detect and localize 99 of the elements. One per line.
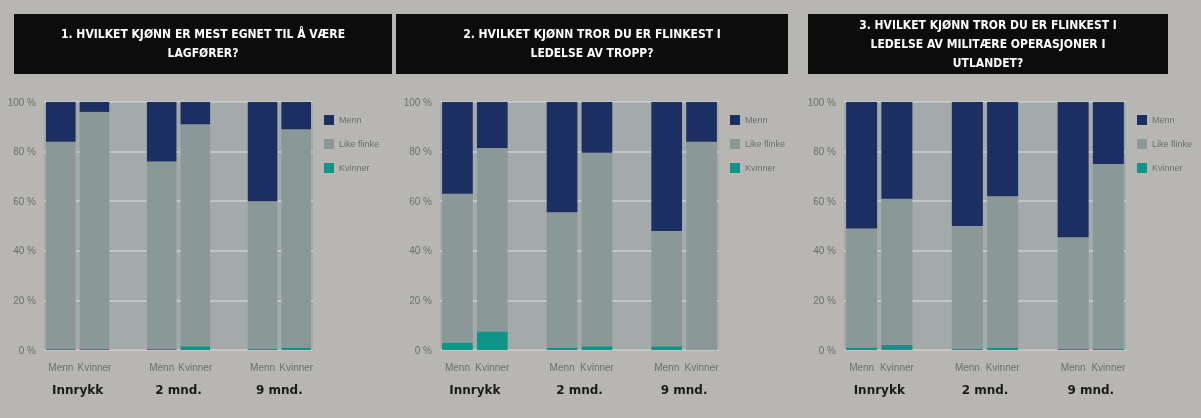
bar <box>247 201 278 349</box>
text: Innrykk <box>449 383 502 397</box>
text: 2 mnd. <box>556 383 603 397</box>
y-tick-label: 100 % <box>403 96 433 108</box>
y-tick-label: 80 % <box>813 146 837 158</box>
bar <box>987 196 1019 348</box>
bar <box>180 124 211 347</box>
y-tick-label: 100 % <box>807 96 837 108</box>
bar <box>476 102 508 148</box>
legend-label: Like flinke <box>1151 139 1193 149</box>
bar <box>546 102 578 213</box>
x-tick-label: Menn <box>954 361 980 373</box>
bar <box>79 102 110 112</box>
bar <box>1057 102 1089 238</box>
x-tick-label: Menn <box>1060 361 1086 373</box>
legend-label: Kvinner <box>744 163 776 173</box>
bar <box>846 228 878 348</box>
bar <box>281 102 311 130</box>
bar <box>146 161 177 349</box>
x-tick-label: Menn <box>849 361 875 373</box>
chart-title: 2. HVILKET KJØNN TROR DU ER FLINKEST I LEDELSE AV TROPP? <box>396 14 788 74</box>
legend-label: Like flinke <box>744 139 786 149</box>
text: 9 mnd. <box>1067 383 1115 397</box>
y-tick-label: 100 % <box>7 96 37 108</box>
x-tick-label: Kvinner <box>985 361 1021 373</box>
bar <box>881 198 913 346</box>
x-tick-label: Kvinner <box>579 361 615 373</box>
bar <box>581 102 613 153</box>
bar <box>247 102 278 202</box>
bar <box>46 102 76 142</box>
bar <box>651 230 683 347</box>
bar <box>1092 102 1124 164</box>
y-tick-label: 20 % <box>409 294 433 306</box>
bar <box>1057 237 1089 349</box>
bar <box>951 226 983 349</box>
bar <box>442 193 473 343</box>
x-tick-label: Menn <box>654 361 680 373</box>
y-tick-label: 20 % <box>13 294 37 306</box>
legend-label: Menn <box>1151 115 1175 125</box>
y-tick-label: 0 % <box>18 344 37 356</box>
bar <box>442 342 473 350</box>
y-tick-label: 40 % <box>13 245 37 257</box>
bar <box>651 346 683 350</box>
text: Innrykk <box>853 383 906 397</box>
bar <box>546 212 578 348</box>
text: 9 mnd. <box>256 383 303 397</box>
legend-label: Like flinke <box>338 139 380 149</box>
y-tick-label: 20 % <box>813 294 837 306</box>
y-tick-label: 60 % <box>13 195 37 207</box>
x-tick-label: Menn <box>250 361 276 373</box>
bar <box>651 102 683 231</box>
bar <box>79 111 110 349</box>
bar <box>180 102 211 125</box>
bar <box>686 141 717 350</box>
y-tick-label: 0 % <box>414 344 433 356</box>
y-tick-label: 60 % <box>409 195 433 207</box>
bar <box>146 102 177 162</box>
x-tick-label: Kvinner <box>684 361 720 373</box>
legend-label: Kvinner <box>338 163 370 173</box>
x-tick-label: Menn <box>48 361 74 373</box>
text: 9 mnd. <box>660 383 708 397</box>
text: 2 mnd. <box>155 383 202 397</box>
x-tick-label: Menn <box>149 361 175 373</box>
text: Innrykk <box>51 383 105 397</box>
x-tick-label: Kvinner <box>178 361 213 373</box>
legend-label: Menn <box>744 115 768 125</box>
chart-title: 1. HVILKET KJØNN ER MEST EGNET TIL Å VÆRE LAGFØRER? <box>14 14 392 74</box>
y-tick-label: 40 % <box>813 245 837 257</box>
bar <box>1092 164 1124 349</box>
y-tick-label: 0 % <box>818 344 837 356</box>
bar <box>881 102 913 199</box>
bar <box>846 102 878 229</box>
x-tick-label: Kvinner <box>279 361 314 373</box>
bar <box>442 102 473 194</box>
bar <box>881 345 913 350</box>
x-tick-label: Kvinner <box>475 361 510 373</box>
x-tick-label: Kvinner <box>1091 361 1126 373</box>
legend-label: Menn <box>338 115 362 125</box>
bar <box>581 152 613 347</box>
bar <box>180 346 211 350</box>
bar <box>476 331 508 350</box>
y-tick-label: 80 % <box>13 146 37 158</box>
y-tick-label: 60 % <box>813 195 837 207</box>
x-tick-label: Menn <box>444 361 470 373</box>
y-tick-label: 80 % <box>409 146 433 158</box>
bar <box>476 147 508 332</box>
x-tick-label: Kvinner <box>879 361 915 373</box>
bar <box>686 102 717 142</box>
bar <box>987 102 1019 197</box>
x-tick-label: Menn <box>549 361 575 373</box>
text: 2 mnd. <box>961 383 1009 397</box>
bar <box>951 102 983 226</box>
y-tick-label: 40 % <box>409 245 433 257</box>
x-tick-label: Kvinner <box>77 361 113 373</box>
legend-label: Kvinner <box>1151 163 1183 173</box>
chart-title: 3. HVILKET KJØNN TROR DU ER FLINKEST I LEDELSE AV MILITÆRE OPERASJONER I UTLANDET? <box>808 14 1168 74</box>
bar <box>46 141 76 349</box>
bar <box>581 346 613 350</box>
bar <box>281 129 311 348</box>
